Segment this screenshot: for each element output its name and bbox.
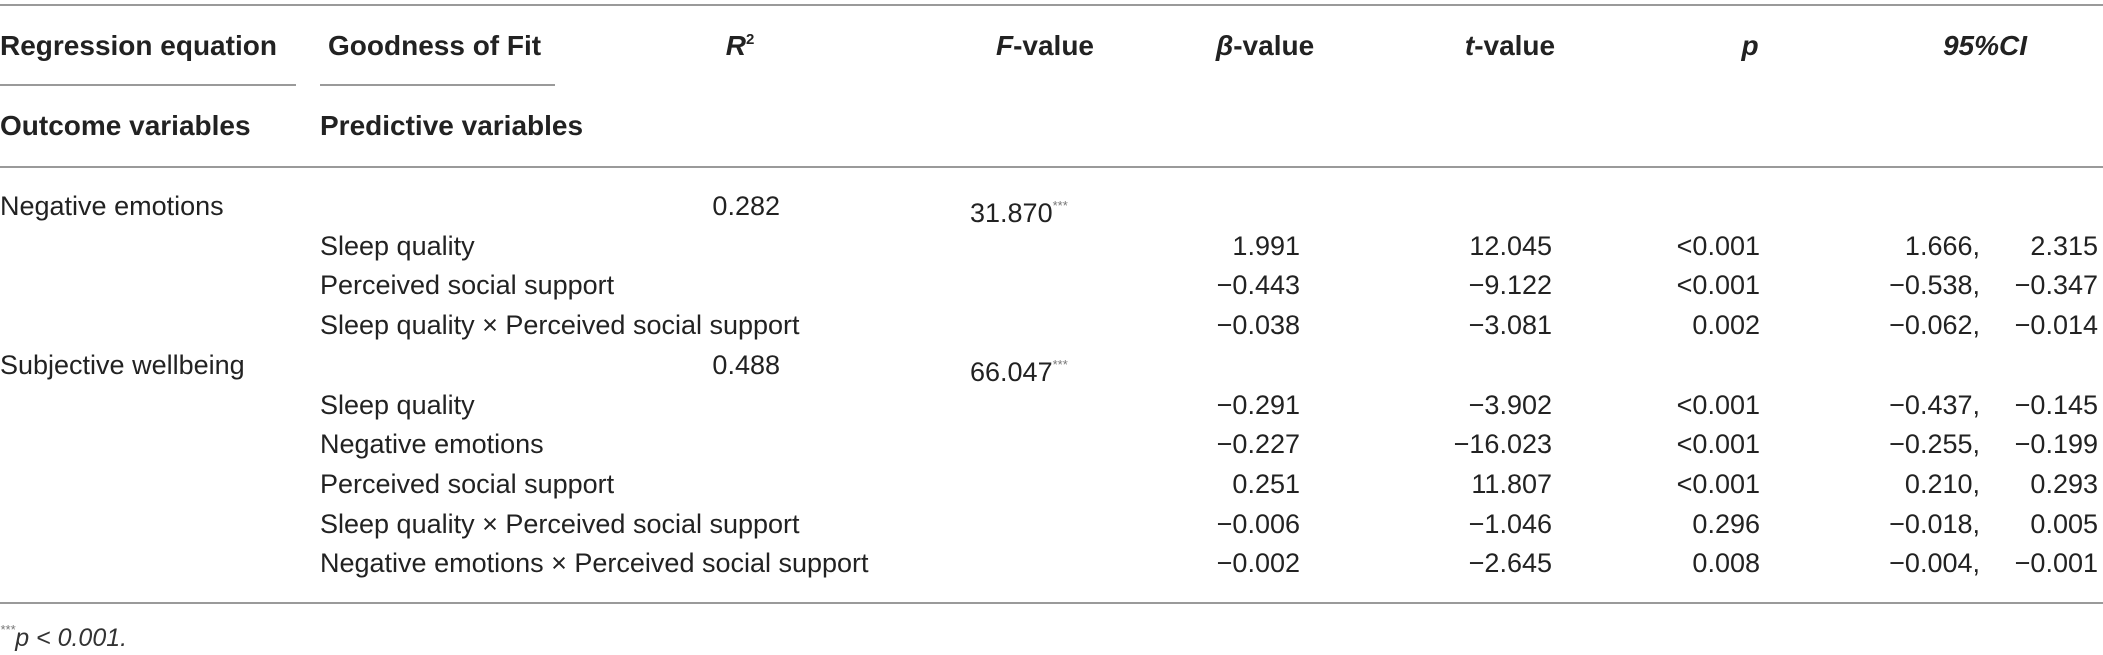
f-value-number: 31.870 bbox=[970, 198, 1053, 228]
beta-value-cell: −0.006 bbox=[1216, 509, 1300, 539]
t-value-cell: −16.023 bbox=[1453, 429, 1552, 459]
header-bottom-rule bbox=[0, 166, 2103, 168]
ci-lower-cell: −0.018, bbox=[1889, 509, 1980, 539]
header-beta-value: β-value bbox=[1215, 30, 1315, 61]
p-value-cell: <0.001 bbox=[1676, 429, 1760, 459]
header-t-value: t-value bbox=[1464, 30, 1556, 61]
ci-lower-cell: 0.210, bbox=[1904, 469, 1980, 499]
header-outcome-variables: Outcome variables bbox=[0, 110, 251, 141]
predictor-variable-cell: Sleep quality × Perceived social support bbox=[320, 310, 800, 340]
ci-upper-cell: −0.014 bbox=[2014, 310, 2098, 340]
header-f-value: F-value bbox=[995, 30, 1095, 61]
header-goodness-of-fit: Goodness of Fit bbox=[328, 30, 542, 61]
t-value-cell: −3.902 bbox=[1468, 390, 1552, 420]
beta-value-cell: −0.002 bbox=[1216, 548, 1300, 578]
beta-value-cell: −0.038 bbox=[1216, 310, 1300, 340]
r-squared-cell: 0.282 bbox=[712, 191, 780, 221]
ci-upper-cell: 2.315 bbox=[2030, 231, 2098, 261]
p-value-cell: <0.001 bbox=[1676, 390, 1760, 420]
header-predictive-variables: Predictive variables bbox=[320, 110, 584, 141]
beta-value-cell: 1.991 bbox=[1232, 231, 1300, 261]
significance-stars: *** bbox=[1052, 357, 1068, 372]
ci-upper-cell: 0.293 bbox=[2030, 469, 2098, 499]
beta-value-cell: 0.251 bbox=[1232, 469, 1300, 499]
p-value-cell: 0.008 bbox=[1692, 548, 1760, 578]
bottom-rule bbox=[0, 602, 2103, 604]
ci-lower-cell: −0.004, bbox=[1889, 548, 1980, 578]
beta-value-cell: −0.443 bbox=[1216, 270, 1300, 300]
t-value-cell: −3.081 bbox=[1468, 310, 1552, 340]
ci-upper-cell: −0.145 bbox=[2014, 390, 2098, 420]
predictor-variable-cell: Negative emotions bbox=[320, 429, 544, 459]
beta-value-cell: −0.227 bbox=[1216, 429, 1300, 459]
outcome-variable-cell: Negative emotions bbox=[0, 191, 224, 221]
predictor-variable-cell: Perceived social support bbox=[320, 270, 615, 300]
ci-upper-cell: −0.001 bbox=[2014, 548, 2098, 578]
f-value-cell: 31.870*** bbox=[970, 190, 1068, 229]
f-value-cell: 66.047*** bbox=[970, 349, 1068, 388]
header-subrule-1 bbox=[0, 84, 296, 86]
predictor-variable-cell: Perceived social support bbox=[320, 469, 615, 499]
ci-lower-cell: −0.062, bbox=[1889, 310, 1980, 340]
header-regression-equation: Regression equation bbox=[0, 30, 277, 61]
p-value-cell: 0.296 bbox=[1692, 509, 1760, 539]
p-value-cell: <0.001 bbox=[1676, 270, 1760, 300]
ci-lower-cell: −0.538, bbox=[1889, 270, 1980, 300]
header-subrule-2 bbox=[320, 84, 555, 86]
t-value-cell: −9.122 bbox=[1468, 270, 1552, 300]
outcome-variable-cell: Subjective wellbeing bbox=[0, 350, 245, 380]
header-p: p bbox=[1741, 30, 1759, 61]
t-value-cell: 12.045 bbox=[1469, 231, 1552, 261]
t-value-cell: 11.807 bbox=[1471, 469, 1552, 499]
predictor-variable-cell: Sleep quality bbox=[320, 390, 475, 420]
p-value-cell: <0.001 bbox=[1676, 469, 1760, 499]
predictor-variable-cell: Negative emotions × Perceived social sup… bbox=[320, 548, 869, 578]
t-value-cell: −2.645 bbox=[1468, 548, 1552, 578]
ci-upper-cell: 0.005 bbox=[2030, 509, 2098, 539]
ci-lower-cell: 1.666, bbox=[1904, 231, 1980, 261]
t-value-cell: −1.046 bbox=[1468, 509, 1552, 539]
top-rule bbox=[0, 4, 2103, 6]
r-squared-cell: 0.488 bbox=[712, 350, 780, 380]
beta-value-cell: −0.291 bbox=[1216, 390, 1300, 420]
p-value-cell: <0.001 bbox=[1676, 231, 1760, 261]
predictor-variable-cell: Sleep quality bbox=[320, 231, 475, 261]
header-r-squared: R2 bbox=[725, 30, 755, 61]
ci-upper-cell: −0.347 bbox=[2014, 270, 2098, 300]
f-value-number: 66.047 bbox=[970, 357, 1053, 387]
header-95-ci: 95%CI bbox=[1942, 30, 2028, 61]
ci-lower-cell: −0.437, bbox=[1889, 390, 1980, 420]
ci-lower-cell: −0.255, bbox=[1889, 429, 1980, 459]
predictor-variable-cell: Sleep quality × Perceived social support bbox=[320, 509, 800, 539]
p-value-cell: 0.002 bbox=[1692, 310, 1760, 340]
significance-stars: *** bbox=[1052, 198, 1068, 213]
table-footnote: ***p < 0.001. bbox=[0, 622, 128, 652]
ci-upper-cell: −0.199 bbox=[2014, 429, 2098, 459]
